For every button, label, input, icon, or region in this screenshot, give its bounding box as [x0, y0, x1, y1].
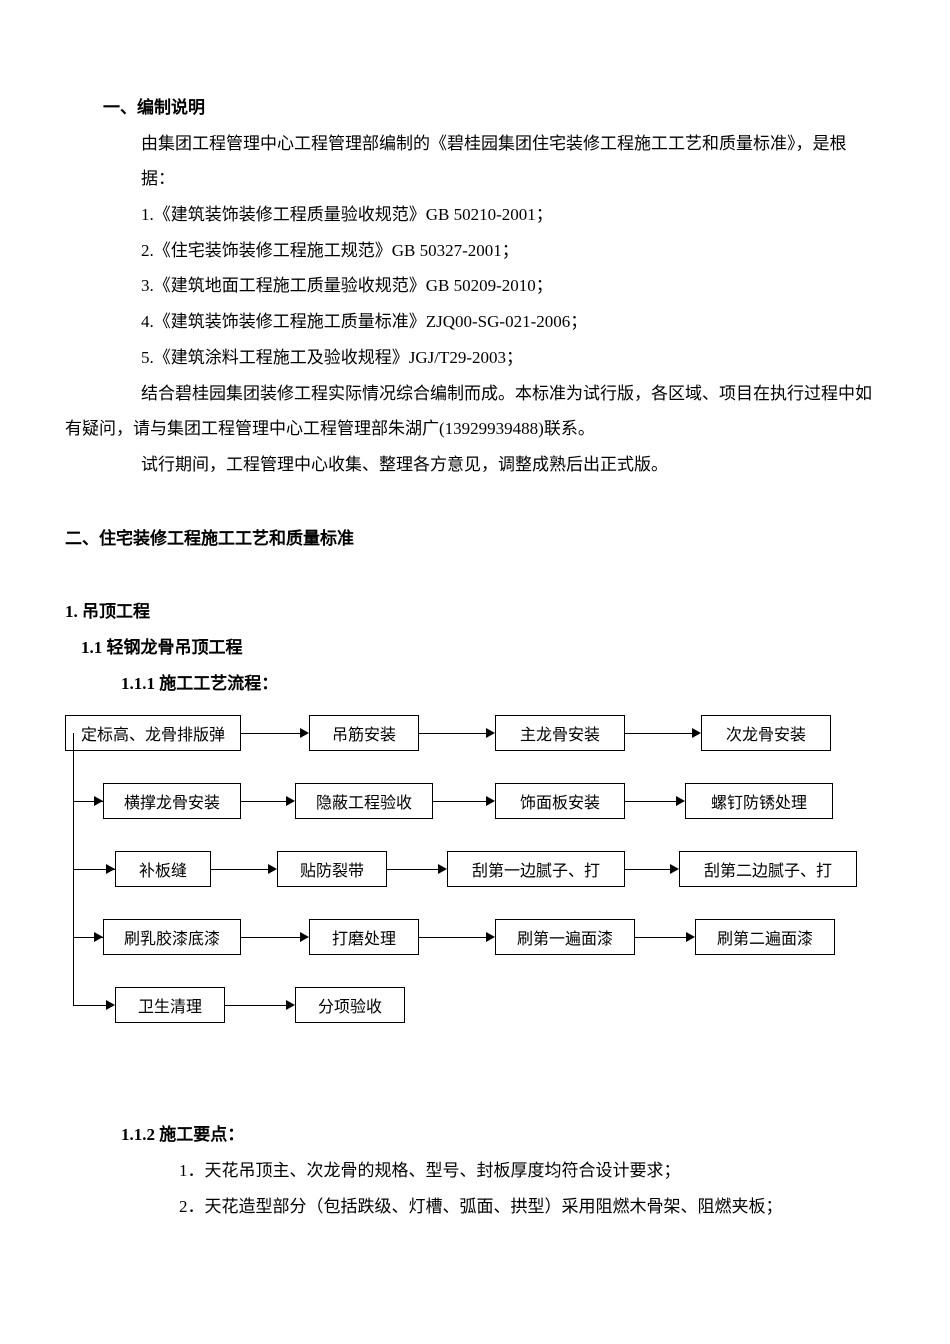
ref-2: 2.《住宅装饰装修工程施工规范》GB 50327-2001； [65, 233, 880, 269]
flow-arrow [625, 801, 676, 802]
flow-arrow [241, 937, 300, 938]
flow-connector [73, 869, 115, 870]
flow-node: 次龙骨安装 [701, 715, 831, 751]
flow-node: 螺钉防锈处理 [685, 783, 833, 819]
flow-node: 贴防裂带 [277, 851, 387, 887]
flow-node: 刷第一遍面漆 [495, 919, 635, 955]
arrow-head [692, 728, 701, 738]
arrow-head [268, 864, 277, 874]
flow-node: 饰面板安装 [495, 783, 625, 819]
spacer [65, 701, 880, 707]
flow-connector [73, 937, 74, 1005]
arrow-head [300, 932, 309, 942]
flow-arrow [625, 869, 670, 870]
arrow-head [106, 1000, 115, 1010]
flow-node: 定标高、龙骨排版弹 [65, 715, 241, 751]
flow-node: 隐蔽工程验收 [295, 783, 433, 819]
flow-node: 刮第二边腻子、打 [679, 851, 857, 887]
flow-connector [73, 733, 74, 801]
spacer [65, 483, 880, 521]
arrow-head [676, 796, 685, 806]
flow-node: 刷第二遍面漆 [695, 919, 835, 955]
spacer [65, 1093, 880, 1117]
document-page: { "section1": { "title": "一、编制说明", "intr… [0, 0, 950, 1344]
flow-arrow [241, 801, 286, 802]
flow-connector [73, 937, 103, 938]
flow-node: 吊筋安装 [309, 715, 419, 751]
flow-node: 补板缝 [115, 851, 211, 887]
flow-connector [73, 801, 103, 802]
flow-arrow [635, 937, 686, 938]
h11: 1.1 轻钢龙骨吊顶工程 [65, 630, 880, 666]
arrow-head [286, 1000, 295, 1010]
point-2: 2．天花造型部分（包括跌级、灯槽、弧面、拱型）采用阻燃木骨架、阻燃夹板； [65, 1189, 880, 1225]
flow-node: 打磨处理 [309, 919, 419, 955]
flow-arrow [241, 733, 300, 734]
point-1: 1．天花吊顶主、次龙骨的规格、型号、封板厚度均符合设计要求； [65, 1153, 880, 1189]
arrow-head [438, 864, 447, 874]
flow-node: 刷乳胶漆底漆 [103, 919, 241, 955]
flow-node: 主龙骨安装 [495, 715, 625, 751]
arrow-head [486, 932, 495, 942]
arrow-head [670, 864, 679, 874]
spacer [65, 1055, 880, 1093]
flow-arrow [625, 733, 692, 734]
flow-node: 分项验收 [295, 987, 405, 1023]
flow-arrow [387, 869, 438, 870]
flow-node: 卫生清理 [115, 987, 225, 1023]
arrow-head [486, 728, 495, 738]
arrow-head [686, 932, 695, 942]
process-flowchart: 定标高、龙骨排版弹 吊筋安装 主龙骨安装 次龙骨安装横撑龙骨安装 隐蔽工程验收 饰面板安装… [65, 715, 895, 1055]
section1-closing2: 试行期间，工程管理中心收集、整理各方意见，调整成熟后出正式版。 [65, 447, 880, 483]
flow-arrow [433, 801, 486, 802]
flow-arrow [225, 1005, 286, 1006]
flow-connector [73, 1005, 106, 1006]
flow-connector [73, 869, 74, 937]
arrow-head [486, 796, 495, 806]
ref-1: 1.《建筑装饰装修工程质量验收规范》GB 50210-2001； [65, 197, 880, 233]
spacer [65, 556, 880, 594]
h111: 1.1.1 施工工艺流程： [65, 666, 880, 702]
flow-node: 横撑龙骨安装 [103, 783, 241, 819]
section2-title: 二、住宅装修工程施工工艺和质量标准 [65, 521, 880, 557]
arrow-head [286, 796, 295, 806]
h112: 1.1.2 施工要点： [65, 1117, 880, 1153]
section1-closing1: 结合碧桂园集团装修工程实际情况综合编制而成。本标准为试行版，各区域、项目在执行过… [65, 376, 880, 447]
section1-intro: 由集团工程管理中心工程管理部编制的《碧桂园集团住宅装修工程施工工艺和质量标准》，… [65, 126, 880, 197]
arrow-head [300, 728, 309, 738]
flow-connector [73, 801, 74, 869]
h1: 1. 吊顶工程 [65, 594, 880, 630]
section1-title: 一、编制说明 [65, 90, 880, 126]
ref-4: 4.《建筑装饰装修工程施工质量标准》ZJQ00-SG-021-2006； [65, 304, 880, 340]
ref-3: 3.《建筑地面工程施工质量验收规范》GB 50209-2010； [65, 268, 880, 304]
ref-5: 5.《建筑涂料工程施工及验收规程》JGJ/T29-2003； [65, 340, 880, 376]
flow-arrow [419, 937, 486, 938]
flow-arrow [419, 733, 486, 734]
flow-node: 刮第一边腻子、打 [447, 851, 625, 887]
flow-arrow [211, 869, 268, 870]
